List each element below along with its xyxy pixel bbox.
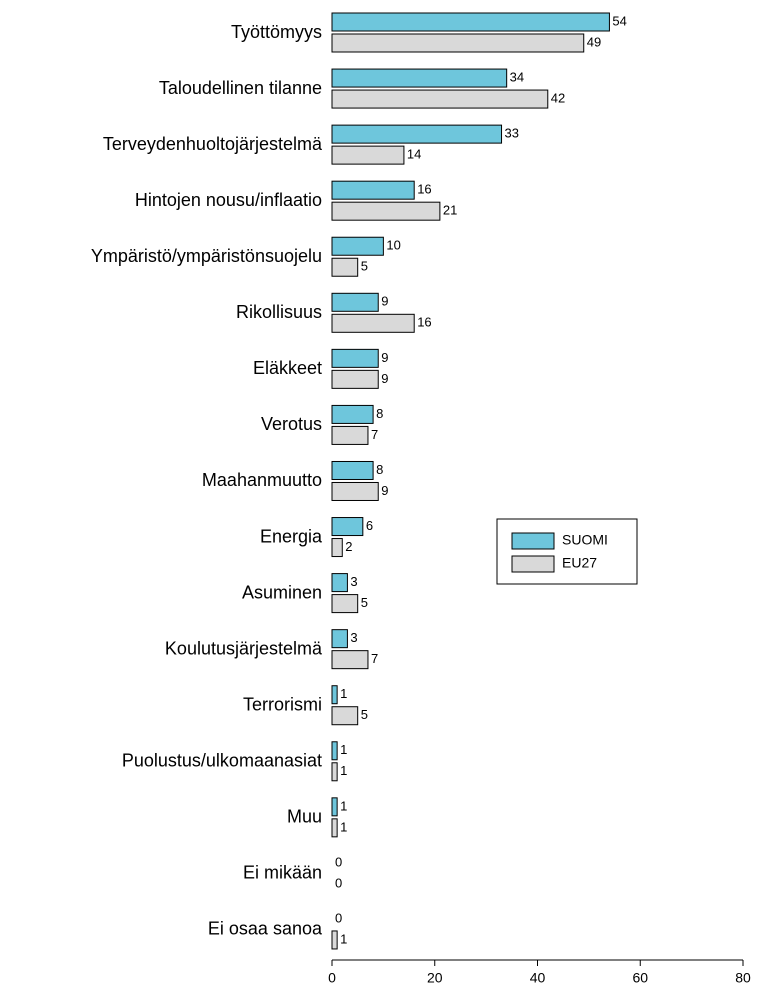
y-tick-label: Asuminen xyxy=(242,582,322,602)
x-tick-label: 80 xyxy=(735,970,751,986)
value-label: 8 xyxy=(376,406,383,421)
value-label: 1 xyxy=(340,742,347,757)
bar xyxy=(331,348,379,368)
value-label: 5 xyxy=(361,595,368,610)
y-tick-label: Koulutusjärjestelmä xyxy=(165,638,323,658)
bar xyxy=(331,89,549,109)
bar xyxy=(331,369,379,389)
value-label: 10 xyxy=(386,238,400,253)
y-tick-label: Rikollisuus xyxy=(236,302,322,322)
legend-box xyxy=(496,518,638,585)
value-label: 1 xyxy=(340,798,347,813)
value-label: 16 xyxy=(417,182,431,197)
value-label: 5 xyxy=(361,259,368,274)
bar xyxy=(331,404,374,424)
legend-swatch xyxy=(511,532,555,550)
y-tick-label: Työttömyys xyxy=(231,22,322,42)
y-tick-label: Puolustus/ulkomaanasiat xyxy=(122,751,322,771)
bar xyxy=(331,425,369,445)
value-label: 1 xyxy=(340,819,347,834)
value-label: 49 xyxy=(587,34,601,49)
bar xyxy=(331,797,338,817)
bar xyxy=(331,33,585,53)
value-label: 1 xyxy=(340,686,347,701)
bar xyxy=(331,201,441,221)
x-tick-label: 40 xyxy=(530,970,546,986)
x-tick-label: 20 xyxy=(427,970,443,986)
x-tick-label: 0 xyxy=(328,970,336,986)
bar xyxy=(331,762,338,782)
value-label: 9 xyxy=(381,483,388,498)
value-label: 7 xyxy=(371,651,378,666)
value-label: 34 xyxy=(510,69,524,84)
value-label: 33 xyxy=(505,126,519,141)
bar xyxy=(331,124,503,144)
bar xyxy=(331,538,343,558)
bar xyxy=(331,257,359,277)
y-tick-label: Taloudellinen tilanne xyxy=(159,78,322,98)
value-label: 21 xyxy=(443,203,457,218)
bar xyxy=(331,629,348,649)
y-tick-label: Eläkkeet xyxy=(253,358,322,378)
bar xyxy=(331,594,359,614)
bar xyxy=(331,685,338,705)
bar xyxy=(331,650,369,670)
value-label: 1 xyxy=(340,931,347,946)
value-label: 8 xyxy=(376,462,383,477)
value-label: 9 xyxy=(381,294,388,309)
value-label: 0 xyxy=(335,875,342,890)
bar xyxy=(331,706,359,726)
y-tick-label: Terrorismi xyxy=(243,694,322,714)
bar xyxy=(331,741,338,761)
bar xyxy=(331,460,374,480)
legend-swatch xyxy=(511,555,555,573)
value-label: 0 xyxy=(335,854,342,869)
bar xyxy=(331,573,348,593)
y-tick-label: Maahanmuutto xyxy=(202,470,322,490)
bar xyxy=(331,145,405,165)
value-label: 2 xyxy=(345,539,352,554)
bar xyxy=(331,313,415,333)
value-label: 3 xyxy=(350,630,357,645)
value-label: 6 xyxy=(366,518,373,533)
bar xyxy=(331,292,379,312)
legend: SUOMI EU27 xyxy=(496,518,638,585)
value-label: 0 xyxy=(335,910,342,925)
value-label: 54 xyxy=(612,13,626,28)
value-label: 7 xyxy=(371,427,378,442)
bar xyxy=(331,517,364,537)
bar xyxy=(331,818,338,838)
y-tick-label: Energia xyxy=(260,526,323,546)
bar xyxy=(331,236,384,256)
bar xyxy=(331,12,610,32)
x-tick-label: 60 xyxy=(632,970,648,986)
y-tick-label: Hintojen nousu/inflaatio xyxy=(135,190,322,210)
value-label: 9 xyxy=(381,350,388,365)
y-tick-label: Muu xyxy=(287,807,322,827)
bar xyxy=(331,68,508,88)
y-tick-label: Ei mikään xyxy=(243,863,322,883)
value-label: 42 xyxy=(551,90,565,105)
legend-label: EU27 xyxy=(562,555,597,571)
y-tick-label: Ei osaa sanoa xyxy=(208,919,323,939)
y-tick-label: Verotus xyxy=(261,414,322,434)
value-label: 3 xyxy=(350,574,357,589)
bar xyxy=(331,930,338,950)
value-label: 16 xyxy=(417,315,431,330)
value-label: 5 xyxy=(361,707,368,722)
value-label: 1 xyxy=(340,763,347,778)
y-tick-label: Ympäristö/ympäristönsuojelu xyxy=(91,246,322,266)
bar xyxy=(331,180,415,200)
value-label: 14 xyxy=(407,147,421,162)
legend-label: SUOMI xyxy=(562,532,608,548)
bar xyxy=(331,481,379,501)
value-label: 9 xyxy=(381,371,388,386)
y-tick-label: Terveydenhuoltojärjestelmä xyxy=(103,134,323,154)
